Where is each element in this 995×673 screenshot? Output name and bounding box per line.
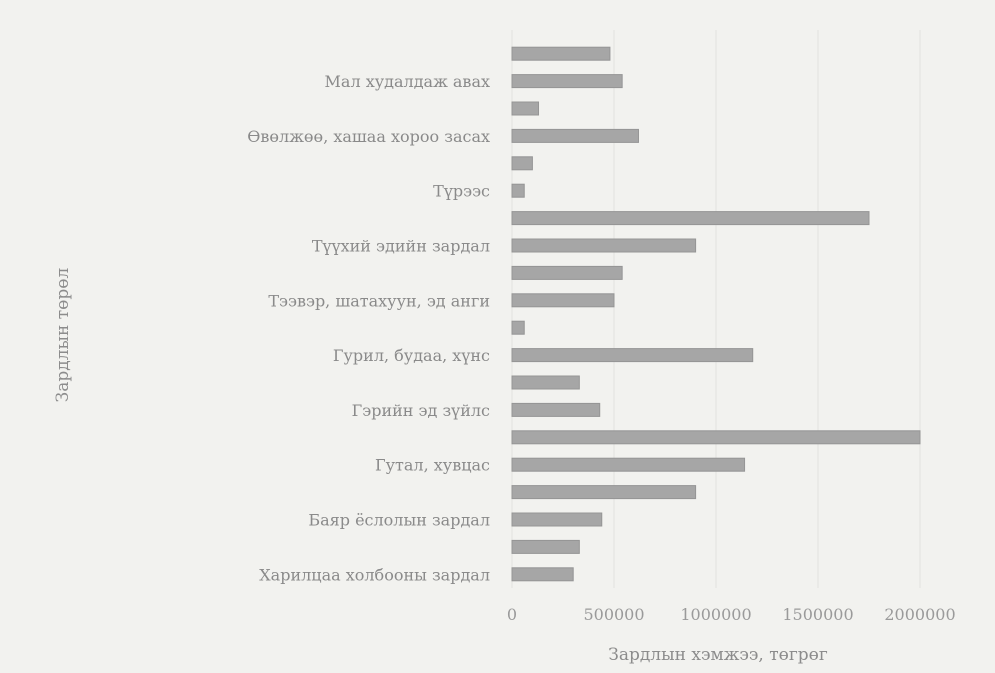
x-tick-label: 1000000 xyxy=(680,605,751,624)
bar xyxy=(511,457,746,472)
x-tick-label: 0 xyxy=(507,605,517,624)
category-label: Түүхий эдийн зардал xyxy=(312,237,490,256)
category-label: Мал худалдаж авах xyxy=(325,72,490,91)
gridlines xyxy=(511,30,921,588)
bar xyxy=(511,402,601,417)
bar xyxy=(511,156,533,171)
category-label: Түрээс xyxy=(433,182,490,201)
bar xyxy=(511,375,580,390)
x-axis-title: Зардлын хэмжээ, төгрөг xyxy=(608,645,828,665)
category-label: Гурил, будаа, хүнс xyxy=(333,346,490,365)
bar xyxy=(511,238,697,253)
x-tick-label: 2000000 xyxy=(884,605,955,624)
category-label: Өвөлжөө, хашаа хороо засах xyxy=(247,127,490,146)
bars-group xyxy=(511,46,921,582)
category-label: Гэрийн эд зүйлс xyxy=(352,401,490,420)
x-tick-label: 1500000 xyxy=(782,605,853,624)
category-label: Харилцаа холбооны зардал xyxy=(259,565,490,584)
bar xyxy=(511,74,623,89)
bar xyxy=(511,183,525,198)
category-label: Гутал, хувцас xyxy=(375,456,490,475)
y-axis-title: Зардлын төрөл xyxy=(53,267,73,402)
category-label: Баяр ёслолын зардал xyxy=(308,511,490,530)
category-label: Тээвэр, шатахуун, эд анги xyxy=(268,291,490,310)
bar xyxy=(511,430,921,445)
bar xyxy=(511,348,754,363)
bar xyxy=(511,46,611,61)
bar xyxy=(511,293,615,308)
x-tick-labels: 0 500000 1000000 1500000 2000000 xyxy=(507,605,956,624)
bar xyxy=(511,512,603,527)
x-tick-label: 500000 xyxy=(583,605,644,624)
category-labels: Мал худалдаж авах Өвөлжөө, хашаа хороо за… xyxy=(247,72,490,584)
bar xyxy=(511,101,540,116)
bar xyxy=(511,485,697,500)
bar xyxy=(511,211,870,226)
bar xyxy=(511,128,639,143)
bar xyxy=(511,320,525,335)
bar xyxy=(511,539,580,554)
bar xyxy=(511,567,574,582)
bar xyxy=(511,265,623,280)
